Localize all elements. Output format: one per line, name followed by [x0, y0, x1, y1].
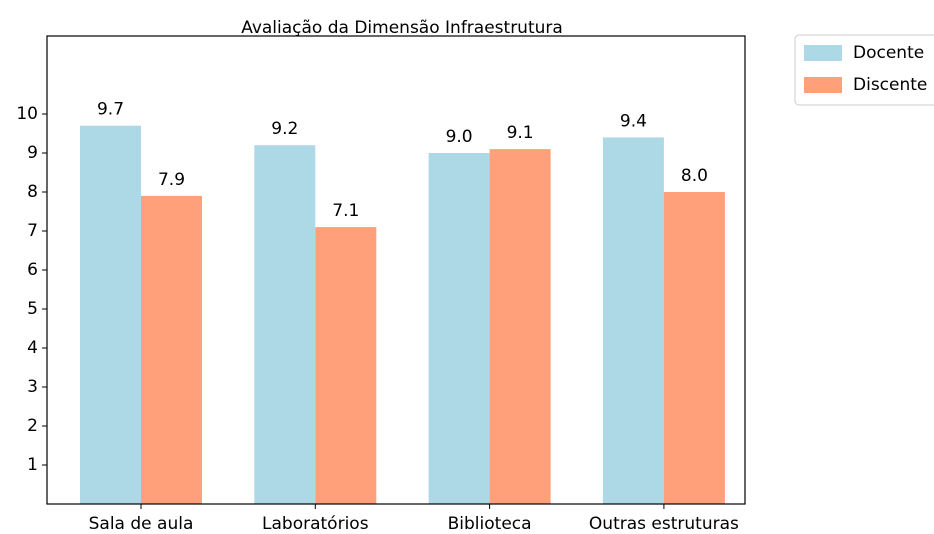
legend-label: Discente	[853, 75, 927, 95]
value-label: 7.1	[332, 201, 359, 221]
value-label: 9.1	[507, 123, 534, 143]
value-label: 9.7	[97, 100, 124, 120]
legend-swatch	[804, 77, 842, 93]
y-tick-label: 1	[27, 455, 38, 475]
bar	[254, 145, 316, 504]
y-tick-label: 6	[27, 260, 38, 280]
value-label: 9.0	[446, 127, 473, 147]
value-label: 7.9	[158, 170, 185, 190]
y-tick-label: 8	[27, 182, 38, 202]
bar	[141, 195, 202, 504]
value-label: 8.0	[681, 166, 708, 186]
y-tick-label: 10	[16, 104, 38, 124]
bar	[315, 227, 377, 504]
chart-title: Avaliação da Dimensão Infraestrutura	[241, 18, 563, 38]
y-tick-label: 7	[27, 221, 38, 241]
bar	[602, 137, 664, 504]
plot-frame	[46, 35, 746, 505]
x-tick-label: Outras estruturas	[589, 514, 739, 534]
value-label: 9.2	[271, 119, 298, 139]
legend-swatch	[804, 45, 842, 61]
legend-label: Docente	[853, 43, 924, 63]
y-tick-label: 5	[27, 299, 38, 319]
value-label: 9.4	[620, 111, 647, 131]
bar	[428, 153, 490, 504]
x-tick-label: Sala de aula	[89, 514, 194, 534]
x-tick-label: Laboratórios	[262, 514, 369, 534]
y-tick-label: 9	[27, 143, 38, 163]
bar	[663, 192, 725, 504]
x-tick-label: Biblioteca	[448, 514, 532, 534]
y-tick-label: 4	[27, 338, 38, 358]
bar	[489, 149, 551, 504]
y-tick-label: 3	[27, 377, 38, 397]
bar	[80, 125, 141, 504]
y-tick-label: 2	[27, 416, 38, 436]
